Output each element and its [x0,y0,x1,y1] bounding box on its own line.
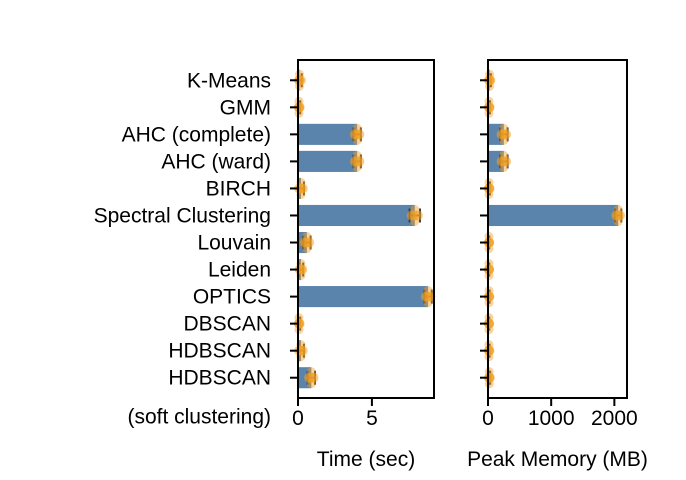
category-labels: K-Means GMM AHC (complete) AHC (ward) BIRCH S… [94,69,271,428]
category-label: AHC (complete) [122,123,271,146]
data-point [423,286,433,296]
data-point [484,318,495,329]
category-label: OPTICS [193,286,271,309]
x-tick-label: 2000 [591,407,638,430]
category-label: HDBSCAN (soft clustering) [127,367,271,429]
data-point [294,81,304,91]
category-label: HDBSCAN [168,340,271,363]
category-label-line: AHC (complete) [122,123,271,146]
category-label-line: GMM [220,96,271,119]
data-point [484,237,495,248]
data-point [499,150,509,160]
axes-frame [487,59,628,399]
bar [298,123,358,145]
x-tick-label: 1000 [528,407,575,430]
data-point [499,162,509,172]
data-point [484,345,495,356]
category-label-line: BIRCH [206,177,271,200]
data-point [352,135,362,145]
bar [298,286,429,308]
data-point [484,291,495,302]
category-label: Louvain [197,232,271,255]
data-point [352,162,362,172]
category-label-line: (soft clustering) [127,406,271,429]
data-point [354,156,365,167]
x-tick-label: 0 [482,407,494,430]
data-point [485,81,495,91]
category-label-line: OPTICS [193,286,271,309]
bar [298,204,415,227]
data-point [302,244,312,254]
data-point [297,264,308,275]
data-point [297,345,308,356]
data-point [425,291,436,302]
x-axis-label: Time (sec) [317,448,415,471]
data-point [354,129,365,140]
data-point [484,264,495,275]
category-label-line: AHC (ward) [161,150,271,173]
data-point [499,123,509,133]
data-point [485,69,495,79]
time-panel: 0 5 Time (sec) [290,59,436,471]
x-tick-label: 0 [292,407,304,430]
category-label-line: K-Means [187,69,271,92]
category-label-line: Spectral Clustering [94,204,271,227]
category-label: Spectral Clustering [94,204,271,227]
category-label: GMM [220,96,271,119]
category-label-line: DBSCAN [183,313,271,336]
data-point [306,367,316,377]
axes-frame [297,59,435,399]
category-label-line: HDBSCAN [168,367,271,390]
bar [298,150,358,172]
data-point [304,237,315,248]
data-point [501,156,512,167]
x-tick-label: 5 [366,407,378,430]
category-label-line: HDBSCAN [168,340,271,363]
category-label: K-Means [187,69,271,92]
data-point [613,204,623,214]
data-point [410,204,420,214]
category-label-line: Leiden [208,259,271,282]
data-point [484,367,494,377]
data-point [410,216,420,226]
data-point [423,298,433,308]
data-point [484,379,494,389]
category-label: Leiden [208,259,271,282]
bar [488,204,619,227]
data-point [297,183,308,194]
data-point [613,216,623,226]
category-label-line: Louvain [197,232,271,255]
data-point [306,379,316,389]
category-label: AHC (ward) [161,150,271,173]
data-point [352,150,362,160]
data-point [352,123,362,133]
category-label: DBSCAN [183,313,271,336]
data-point [294,69,304,79]
data-point [499,135,509,145]
x-axis-label: Peak Memory (MB) [467,448,648,471]
category-label: BIRCH [206,177,271,200]
data-point [615,210,626,221]
data-point [501,129,512,140]
data-point [308,372,319,383]
data-point [302,232,312,242]
data-point [412,210,423,221]
memory-panel: 0 1000 2000 Peak Memory (MB) [467,59,648,471]
